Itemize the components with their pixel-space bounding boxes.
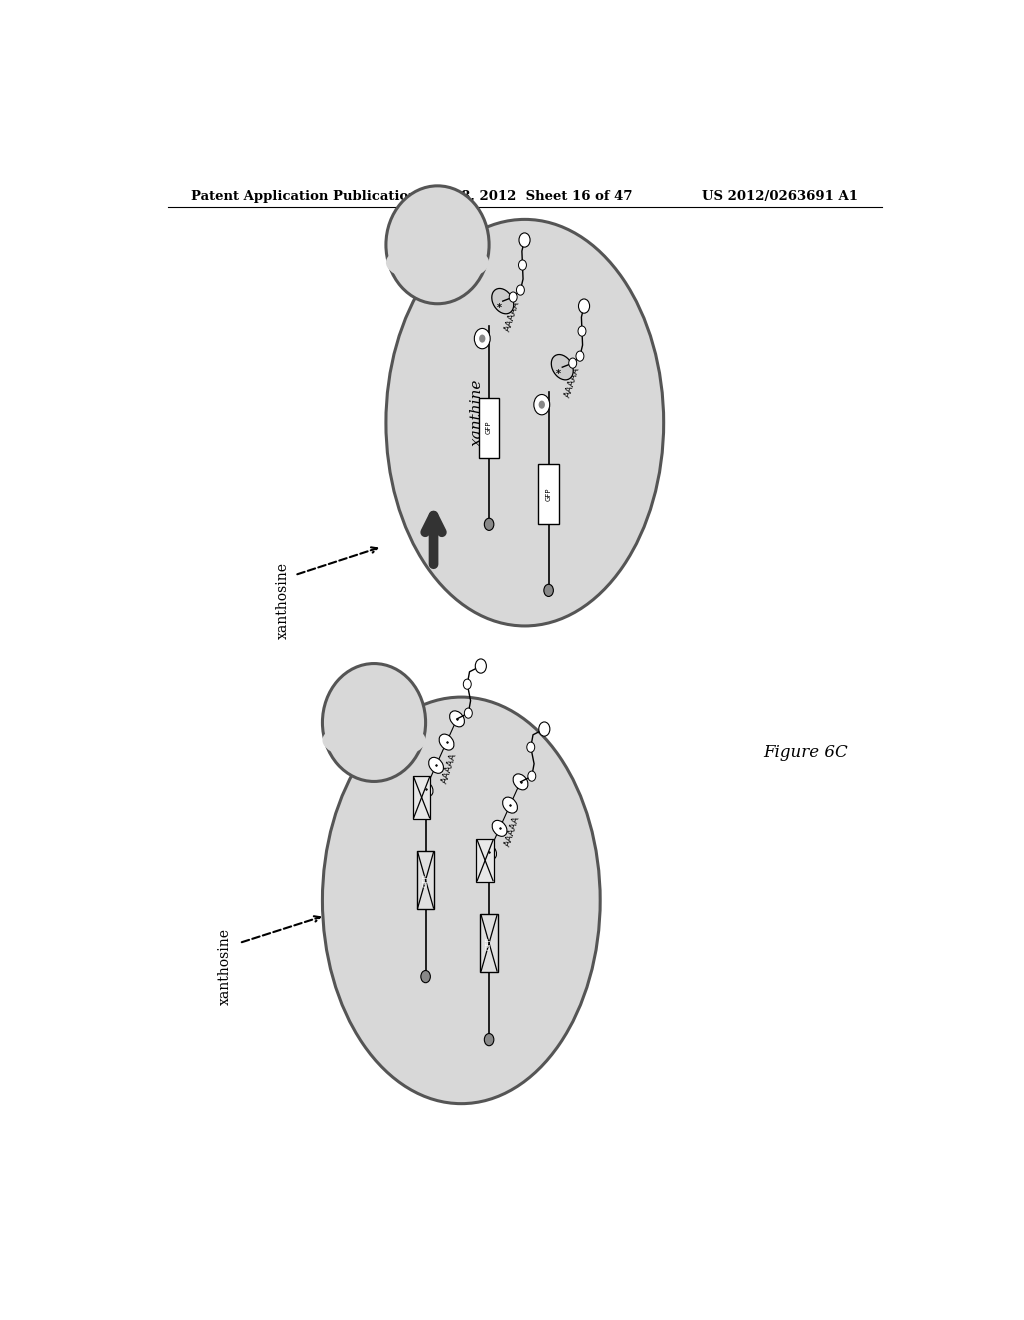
Circle shape (509, 292, 517, 302)
Ellipse shape (386, 219, 664, 626)
Circle shape (516, 285, 524, 296)
Ellipse shape (323, 719, 426, 760)
Circle shape (464, 708, 472, 718)
Ellipse shape (513, 774, 528, 789)
Text: *: * (497, 302, 502, 313)
Circle shape (539, 400, 545, 409)
Text: GFP: GFP (423, 874, 429, 887)
Circle shape (541, 723, 548, 734)
Circle shape (421, 970, 430, 982)
Circle shape (520, 235, 528, 246)
Ellipse shape (492, 289, 514, 314)
Circle shape (526, 742, 535, 752)
FancyBboxPatch shape (479, 397, 500, 458)
Ellipse shape (323, 697, 600, 1104)
Ellipse shape (503, 797, 517, 813)
Text: *: * (556, 368, 561, 379)
Circle shape (519, 232, 530, 247)
Ellipse shape (429, 758, 443, 774)
Text: AAAAA: AAAAA (440, 751, 458, 784)
Circle shape (534, 395, 550, 414)
FancyBboxPatch shape (413, 776, 430, 818)
Ellipse shape (439, 734, 454, 750)
Circle shape (578, 326, 586, 337)
FancyBboxPatch shape (480, 913, 498, 972)
Ellipse shape (386, 186, 489, 304)
Text: US 2012/0263691 A1: US 2012/0263691 A1 (702, 190, 858, 202)
Circle shape (475, 659, 486, 673)
Circle shape (484, 519, 494, 531)
Ellipse shape (551, 355, 573, 380)
Circle shape (479, 334, 485, 343)
FancyBboxPatch shape (539, 463, 559, 524)
Text: AAAAA: AAAAA (504, 814, 521, 847)
Ellipse shape (450, 711, 465, 727)
Ellipse shape (323, 664, 426, 781)
Ellipse shape (481, 843, 497, 859)
Circle shape (580, 301, 588, 312)
Circle shape (575, 351, 584, 362)
FancyBboxPatch shape (476, 840, 494, 882)
Text: GFP: GFP (486, 936, 493, 950)
Circle shape (518, 260, 526, 271)
Circle shape (544, 585, 553, 597)
Circle shape (527, 771, 536, 781)
Circle shape (474, 329, 490, 348)
Circle shape (579, 298, 590, 313)
FancyBboxPatch shape (417, 851, 434, 909)
Ellipse shape (386, 242, 489, 282)
Circle shape (463, 678, 471, 689)
Text: Oct. 18, 2012  Sheet 16 of 47: Oct. 18, 2012 Sheet 16 of 47 (417, 190, 633, 202)
Circle shape (568, 358, 577, 368)
Circle shape (484, 1034, 494, 1045)
Text: xanthosine: xanthosine (275, 562, 290, 639)
Text: Figure 6C: Figure 6C (763, 744, 848, 762)
Text: AAAAA: AAAAA (563, 366, 582, 399)
Circle shape (539, 722, 550, 737)
Text: GFP: GFP (486, 421, 493, 434)
Ellipse shape (418, 780, 433, 796)
Circle shape (477, 661, 484, 671)
Text: Patent Application Publication: Patent Application Publication (191, 190, 418, 202)
Text: xanthosine: xanthosine (218, 928, 231, 1005)
Ellipse shape (493, 820, 507, 837)
Text: AAAAA: AAAAA (504, 300, 521, 333)
Text: GFP: GFP (546, 487, 552, 500)
Text: xanthine: xanthine (470, 379, 484, 446)
